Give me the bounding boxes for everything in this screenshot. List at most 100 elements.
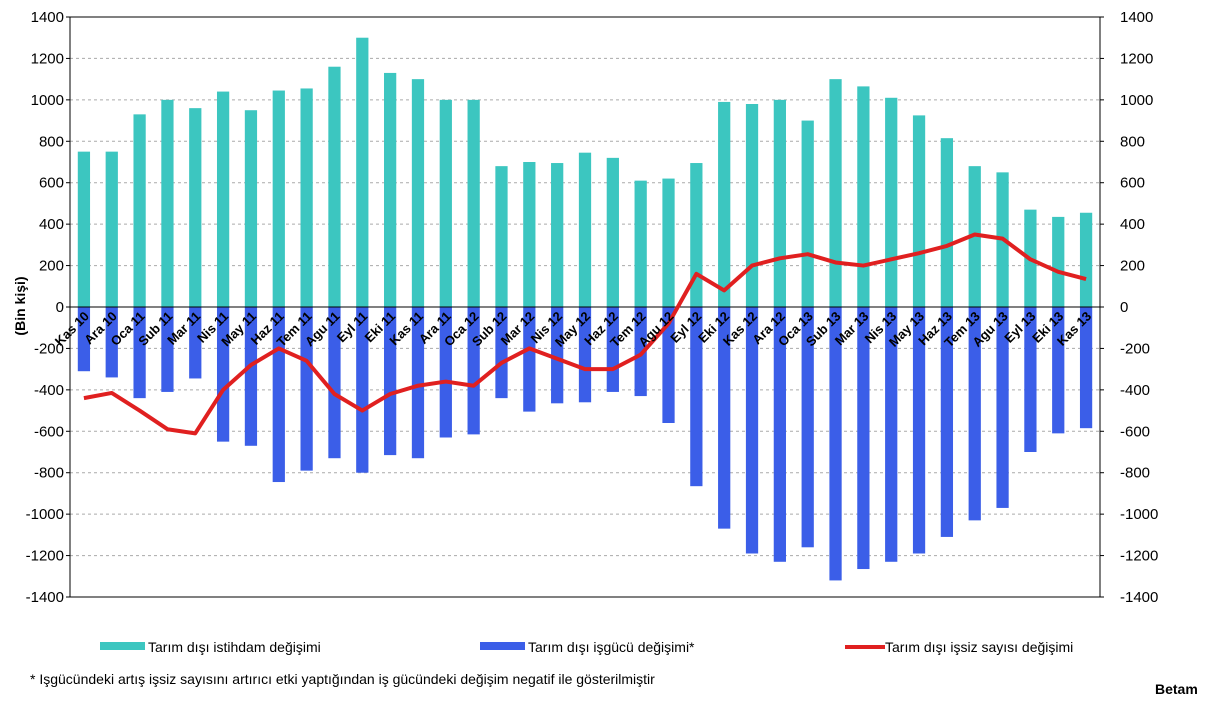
bar — [1052, 307, 1065, 434]
bar — [467, 307, 480, 435]
y2-tick-label: -400 — [1120, 382, 1150, 399]
bar — [411, 79, 425, 308]
bar — [161, 99, 174, 307]
legend-label: Tarım dışı işsiz sayısı değişimi — [885, 639, 1073, 655]
y2-tick-label: -1200 — [1120, 548, 1158, 565]
bar — [940, 307, 954, 537]
bar — [244, 307, 258, 446]
bar — [606, 157, 619, 307]
bar — [857, 307, 870, 570]
y-tick-label: 1000 — [31, 92, 64, 109]
legend-label: Tarım dışı istihdam değişimi — [148, 639, 321, 655]
bar — [384, 307, 397, 456]
footnote: * Işgücündeki artış işsiz sayısını artır… — [30, 671, 655, 687]
bar — [773, 307, 786, 562]
bar — [690, 163, 703, 307]
bar — [411, 307, 425, 459]
bar — [662, 307, 675, 423]
bar — [133, 307, 146, 399]
y-tick-label: -1000 — [26, 506, 64, 523]
y2-tick-label: 400 — [1120, 216, 1145, 233]
y-tick-label: 0 — [56, 299, 64, 316]
bar — [578, 152, 592, 307]
bar — [662, 178, 675, 307]
bar — [801, 307, 814, 548]
bar — [885, 97, 898, 308]
bar — [1079, 212, 1093, 307]
bar — [745, 104, 759, 307]
bar — [578, 307, 592, 403]
y2-tick-label: -600 — [1120, 423, 1150, 440]
y2-tick-label: 0 — [1120, 299, 1128, 316]
bar — [300, 307, 313, 471]
bar — [940, 138, 954, 307]
y2-tick-label: -200 — [1120, 340, 1150, 357]
legend-label: Tarım dışı işgücü değişimi* — [528, 639, 695, 655]
bar — [495, 307, 508, 399]
bar — [912, 307, 926, 554]
legend-swatch — [480, 642, 525, 650]
legend-swatch — [100, 642, 145, 650]
bar — [718, 101, 731, 307]
bar — [1024, 307, 1037, 452]
bar — [690, 307, 703, 487]
y2-tick-label: 1400 — [1120, 9, 1153, 26]
y-tick-label: -600 — [34, 423, 64, 440]
y-tick-label: -400 — [34, 382, 64, 399]
bar — [523, 307, 536, 412]
bar — [1052, 216, 1065, 307]
bar — [829, 79, 842, 308]
bar — [356, 37, 369, 307]
bar — [801, 120, 814, 307]
bar — [189, 307, 202, 379]
bar — [439, 307, 452, 438]
bar — [551, 163, 564, 307]
y2-tick-label: -800 — [1120, 465, 1150, 482]
bar — [133, 114, 146, 307]
bar — [996, 307, 1009, 508]
bar — [523, 162, 536, 307]
y2-tick-label: 800 — [1120, 133, 1145, 150]
bar — [105, 151, 118, 307]
bar — [77, 307, 91, 372]
y-tick-label: 1400 — [31, 9, 64, 26]
bar — [634, 180, 647, 307]
bar — [105, 307, 118, 378]
bar — [885, 307, 898, 562]
bar — [189, 108, 202, 308]
line — [83, 232, 1087, 436]
y-tick-label: 600 — [39, 175, 64, 192]
y2-tick-label: 1000 — [1120, 92, 1153, 109]
bar — [216, 91, 230, 307]
y2-tick-label: 200 — [1120, 258, 1145, 275]
bar — [328, 66, 341, 307]
y-tick-label: -800 — [34, 465, 64, 482]
y-tick-label: -1200 — [26, 548, 64, 565]
bar — [244, 110, 258, 307]
bar — [718, 307, 731, 529]
bar — [634, 307, 647, 397]
y2-tick-label: 1200 — [1120, 50, 1153, 67]
bar — [439, 99, 452, 307]
bar — [356, 307, 369, 473]
y-tick-label: 1200 — [31, 50, 64, 67]
bar — [300, 88, 313, 307]
bar — [857, 86, 870, 308]
bar — [272, 90, 285, 308]
y2-tick-label: -1000 — [1120, 506, 1158, 523]
bar — [77, 151, 91, 307]
y-tick-label: 400 — [39, 216, 64, 233]
bar — [495, 166, 508, 307]
bar — [773, 99, 786, 307]
bar — [384, 72, 397, 307]
y2-tick-label: -1400 — [1120, 589, 1158, 606]
y2-tick-label: 600 — [1120, 175, 1145, 192]
y-axis-label: (Bin kişi) — [12, 276, 28, 335]
legend-swatch — [845, 645, 885, 649]
bar — [1079, 307, 1093, 429]
bar — [912, 115, 926, 308]
bar — [745, 307, 759, 554]
y-tick-label: 800 — [39, 133, 64, 150]
bar — [829, 307, 842, 581]
y-tick-label: -200 — [34, 340, 64, 357]
